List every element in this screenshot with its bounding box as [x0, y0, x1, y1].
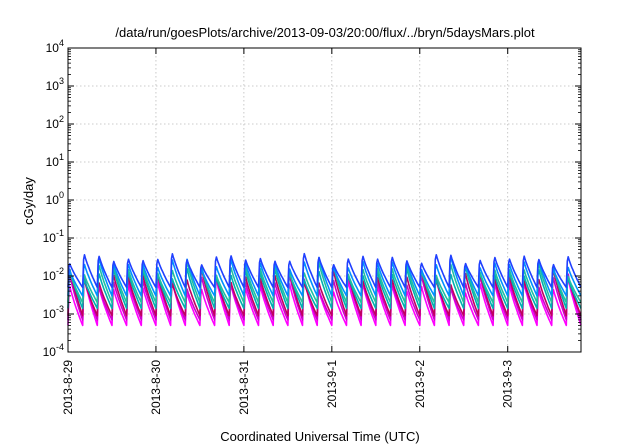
y-tick-label: 102: [46, 114, 64, 131]
series-line-1: [67, 277, 582, 327]
series-group: [67, 252, 582, 327]
y-axis-label: cGy/day: [21, 177, 36, 225]
y-tick-label: 104: [46, 38, 64, 55]
series-line-4: [67, 265, 582, 310]
y-tick-label: 10-1: [43, 228, 64, 245]
y-tick-labels: 10-4 10-3 10-2 10-1 100 101 102 103 104: [43, 38, 64, 359]
chart-title: /data/run/goesPlots/archive/2013-09-03/2…: [115, 25, 535, 40]
x-tick-label: 2013-8-30: [149, 360, 163, 415]
series-line-3: [67, 268, 582, 317]
y-tick-label: 103: [46, 76, 64, 93]
y-tick-label: 10-4: [43, 342, 64, 359]
y-tick-label: 101: [46, 152, 64, 169]
y-tick-label: 10-3: [43, 304, 64, 321]
x-tick-labels: 2013-8-29 2013-8-30 2013-8-31 2013-9-1 2013-…: [61, 360, 515, 415]
x-tick-label: 2013-9-3: [501, 360, 515, 408]
series-line-7: [67, 252, 582, 289]
x-tick-label: 2013-8-31: [237, 360, 251, 415]
x-tick-label: 2013-9-2: [413, 360, 427, 408]
y-tick-label: 100: [46, 190, 64, 207]
series-line-5: [67, 261, 582, 304]
x-tick-label: 2013-9-1: [325, 360, 339, 408]
y-tick-marks: [68, 47, 581, 353]
y-tick-label: 10-2: [43, 266, 64, 283]
series-line-6: [67, 256, 582, 297]
x-axis-label: Coordinated Universal Time (UTC): [220, 429, 419, 444]
x-tick-label: 2013-8-29: [61, 360, 75, 415]
x-tick-marks: [67, 48, 509, 352]
